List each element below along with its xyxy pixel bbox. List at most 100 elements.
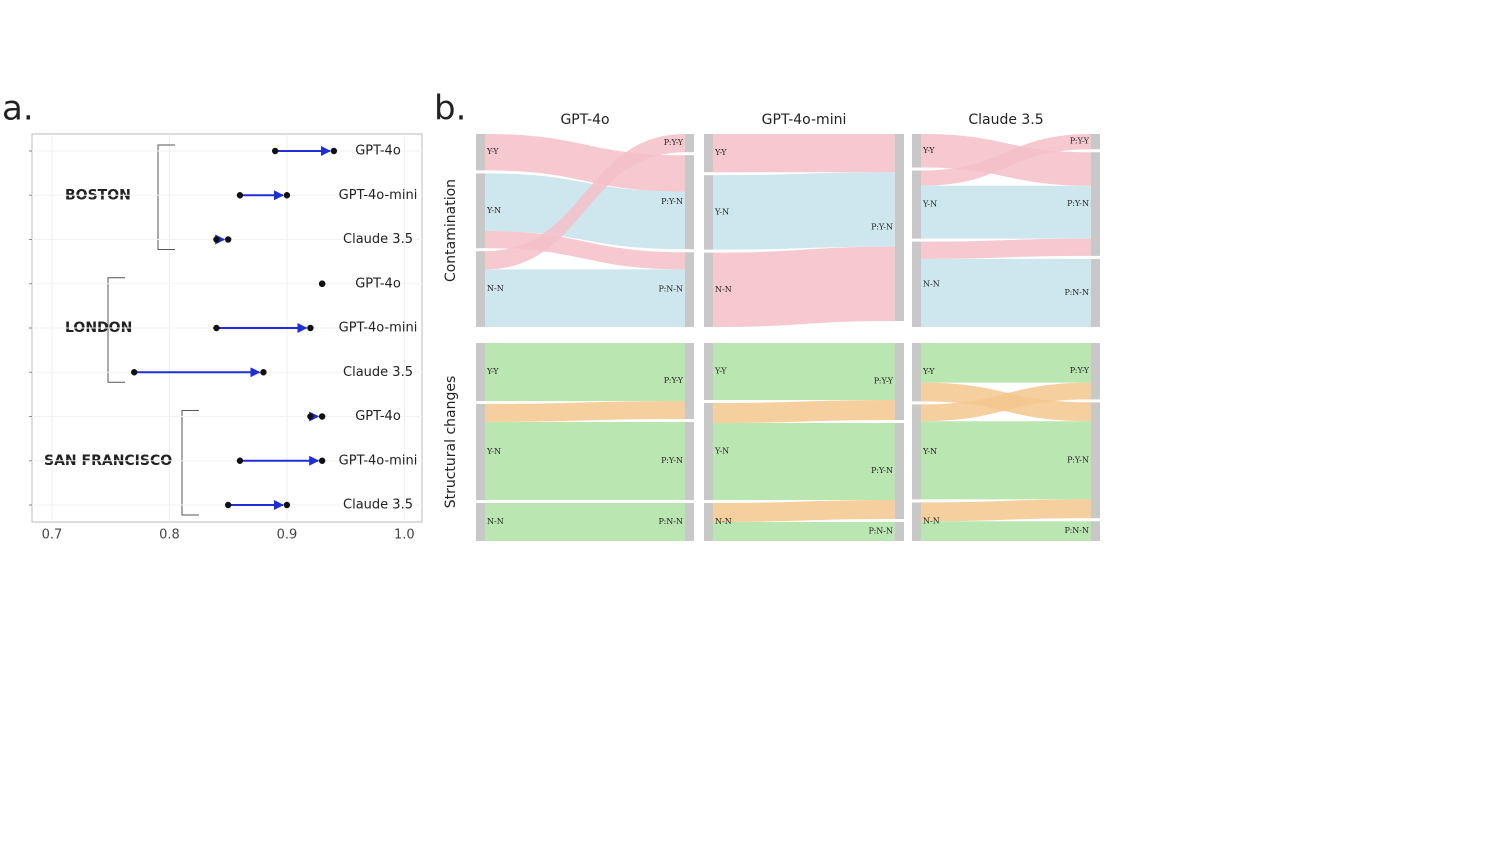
node <box>476 173 485 249</box>
start-point <box>224 501 232 509</box>
node-label: Y-N <box>714 447 729 456</box>
node <box>704 403 713 500</box>
node-label: N-N <box>715 517 732 526</box>
node-label: P:Y-Y <box>664 376 684 385</box>
node <box>476 404 485 500</box>
node <box>476 503 485 541</box>
node-label: P:N-N <box>1065 288 1090 297</box>
end-point <box>318 413 326 420</box>
node <box>685 252 694 327</box>
node <box>704 503 713 541</box>
node <box>1091 258 1100 327</box>
flow <box>713 134 895 173</box>
model-label: Claude 3.5 <box>343 365 413 380</box>
node-label: N-N <box>487 517 504 526</box>
node-label: Y-N <box>922 447 937 456</box>
flow <box>921 258 1091 327</box>
model-label: Claude 3.5 <box>343 498 413 513</box>
node <box>1091 521 1100 541</box>
node-label: P:Y-N <box>1067 199 1089 208</box>
node <box>895 134 904 321</box>
end-point <box>260 369 267 376</box>
flow <box>485 269 685 327</box>
flow <box>713 423 895 500</box>
start-point <box>130 369 138 376</box>
start-point <box>213 324 220 332</box>
flow <box>485 173 685 250</box>
node <box>704 343 713 400</box>
node-label: P:N-N <box>1065 526 1090 535</box>
node-label: Y-N <box>486 447 501 456</box>
flow <box>485 401 685 422</box>
flow <box>921 421 1091 500</box>
node <box>1091 343 1100 400</box>
model-label: GPT-4o-mini <box>339 453 418 468</box>
node-label: Y-N <box>922 200 937 209</box>
node <box>476 134 485 171</box>
row-label: Structural changes <box>443 376 459 509</box>
node-label: P:Y-N <box>871 223 893 232</box>
node-label: Y-Y <box>486 367 499 376</box>
column-title: Claude 3.5 <box>968 112 1043 128</box>
node <box>912 241 921 327</box>
flow <box>713 522 895 541</box>
x-tick-label: 0.8 <box>159 528 180 543</box>
model-label: GPT-4o-mini <box>339 188 418 203</box>
group-bracket <box>157 144 175 250</box>
flow <box>485 134 685 270</box>
flow <box>485 134 685 192</box>
end-point <box>318 280 326 287</box>
node-label: Y-Y <box>922 367 935 376</box>
node-label: N-N <box>715 285 732 294</box>
column-title: GPT-4o <box>560 112 609 128</box>
node <box>912 170 921 239</box>
start-point <box>213 236 220 243</box>
panel-label: b. <box>434 89 466 129</box>
flow <box>713 500 895 522</box>
flow <box>713 343 895 400</box>
end-point <box>283 192 291 199</box>
x-tick-label: 1.0 <box>394 528 415 543</box>
node <box>895 522 904 541</box>
node <box>1091 134 1100 150</box>
model-label: GPT-4o <box>355 409 401 424</box>
flow <box>921 499 1091 522</box>
end-point <box>307 324 314 332</box>
node-label: Y-N <box>486 206 501 215</box>
flow <box>921 382 1091 422</box>
start-point <box>236 192 244 199</box>
model-label: GPT-4o <box>355 144 401 159</box>
flow <box>921 521 1091 541</box>
node-label: P:Y-N <box>1067 455 1089 464</box>
node <box>685 134 694 153</box>
start-point <box>271 147 279 155</box>
end-point <box>330 147 338 155</box>
start-point <box>236 457 244 464</box>
flow <box>921 343 1091 383</box>
node <box>476 251 485 327</box>
node <box>912 134 921 168</box>
flow <box>713 246 895 327</box>
end-point <box>283 501 291 509</box>
end-point <box>224 236 232 243</box>
node <box>476 343 485 401</box>
node-label: Y-N <box>714 207 729 216</box>
flow <box>713 400 895 423</box>
node-label: P:N-N <box>659 285 684 294</box>
node-label: Y-Y <box>922 146 935 155</box>
start-point <box>307 413 314 420</box>
node <box>685 343 694 419</box>
group-bracket <box>107 277 125 383</box>
flow <box>485 343 685 401</box>
column-title: GPT-4o-mini <box>762 112 847 128</box>
node-label: Y-Y <box>714 367 727 376</box>
node-label: P:Y-N <box>661 456 683 465</box>
end-point <box>318 457 326 464</box>
x-tick-label: 0.7 <box>42 528 63 543</box>
node-label: P:N-N <box>659 517 684 526</box>
node-label: Y-Y <box>714 148 727 157</box>
node-label: P:Y-Y <box>1070 137 1090 146</box>
node <box>704 134 713 173</box>
node <box>685 422 694 500</box>
